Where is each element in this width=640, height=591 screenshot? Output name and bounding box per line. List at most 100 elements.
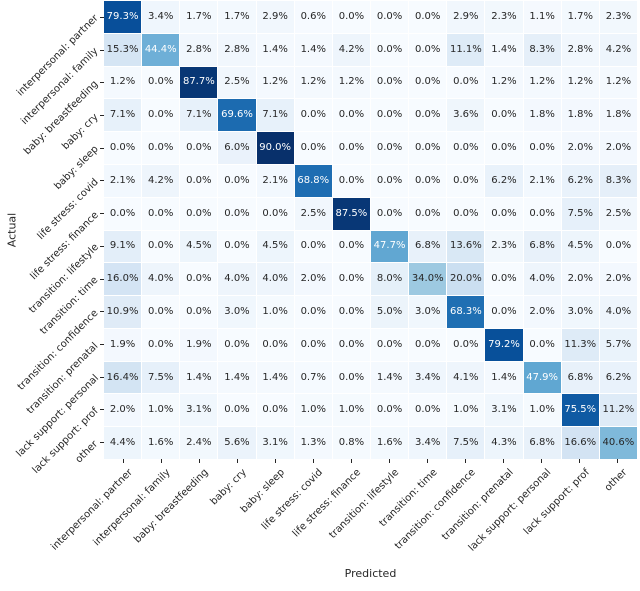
heatmap-cell: 87.5% <box>332 197 370 230</box>
heatmap-cell: 8.0% <box>370 263 409 296</box>
heatmap-cell: 8.3% <box>599 164 637 197</box>
x-tick <box>389 459 391 463</box>
heatmap-cell: 0.0% <box>104 132 142 164</box>
heatmap-cell: 2.8% <box>218 33 256 66</box>
heatmap-cell: 0.0% <box>447 328 485 361</box>
heatmap-cell: 0.0% <box>409 132 447 164</box>
y-tick <box>100 213 104 215</box>
heatmap-cell: 68.8% <box>294 164 332 197</box>
heatmap-cell: 44.4% <box>142 33 180 66</box>
heatmap-cell: 40.6% <box>599 427 637 459</box>
heatmap-cell: 4.3% <box>485 427 523 459</box>
heatmap-cell: 0.0% <box>142 328 180 361</box>
heatmap-cell: 16.0% <box>104 263 142 296</box>
heatmap-cell: 2.5% <box>294 197 332 230</box>
heatmap-cell: 3.0% <box>218 296 256 328</box>
heatmap-cell: 0.0% <box>332 361 370 394</box>
heatmap-cell: 1.8% <box>561 99 599 132</box>
y-tick <box>100 344 104 345</box>
y-tick-label: transition: time <box>38 274 101 337</box>
heatmap-cell: 7.5% <box>561 197 599 230</box>
heatmap-cell: 0.0% <box>332 99 370 132</box>
heatmap-cell: 0.0% <box>599 230 637 263</box>
heatmap-cell: 1.0% <box>256 296 294 328</box>
x-tick <box>236 459 238 463</box>
heatmap-cell: 0.0% <box>409 328 447 361</box>
heatmap-cell: 79.2% <box>485 328 523 361</box>
x-tick <box>465 459 467 463</box>
heatmap-cell: 16.6% <box>561 427 599 459</box>
heatmap-cell: 0.0% <box>485 263 523 296</box>
heatmap-cell: 4.0% <box>599 296 637 328</box>
heatmap-cell: 13.6% <box>447 230 485 263</box>
heatmap-cell: 0.0% <box>332 1 370 33</box>
x-tick-label: other <box>603 467 630 494</box>
heatmap-cell: 1.6% <box>370 427 409 459</box>
x-tick <box>541 459 543 463</box>
heatmap-cell: 4.0% <box>256 263 294 296</box>
heatmap-cell: 1.2% <box>256 66 294 99</box>
y-tick <box>100 180 104 182</box>
heatmap-cell: 2.3% <box>485 230 523 263</box>
heatmap-cell: 2.0% <box>104 394 142 427</box>
heatmap-cell: 1.9% <box>180 328 218 361</box>
heatmap-cell: 0.0% <box>218 394 256 427</box>
heatmap-cell: 0.0% <box>180 296 218 328</box>
x-tick-label: lack support: prof <box>521 467 592 538</box>
x-tick <box>274 459 276 463</box>
heatmap-cell: 20.0% <box>447 263 485 296</box>
heatmap-cell: 3.4% <box>409 361 447 394</box>
heatmap-cell: 4.0% <box>142 263 180 296</box>
heatmap-cell: 0.0% <box>409 394 447 427</box>
heatmap-cell: 0.0% <box>256 197 294 230</box>
heatmap-cell: 1.4% <box>256 361 294 394</box>
heatmap-cell: 0.0% <box>294 296 332 328</box>
heatmap-cell: 3.0% <box>409 296 447 328</box>
heatmap-cell: 0.0% <box>332 296 370 328</box>
heatmap-cell: 0.0% <box>142 99 180 132</box>
x-tick-label: transition: lifestyle <box>327 467 402 541</box>
heatmap-cell: 0.0% <box>409 197 447 230</box>
y-tick <box>100 49 104 51</box>
heatmap-cell: 0.0% <box>180 263 218 296</box>
heatmap-cell: 3.1% <box>180 394 218 427</box>
heatmap-cell: 2.1% <box>104 164 142 197</box>
heatmap-cell: 6.2% <box>485 164 523 197</box>
heatmap-cell: 68.3% <box>447 296 485 328</box>
heatmap-cell: 75.5% <box>561 394 599 427</box>
heatmap-cell: 0.0% <box>142 296 180 328</box>
heatmap-cell: 0.0% <box>523 197 561 230</box>
heatmap-cell: 2.0% <box>599 132 637 164</box>
heatmap-cell: 0.0% <box>180 197 218 230</box>
heatmap-cell: 0.0% <box>142 66 180 99</box>
heatmap-cell: 8.3% <box>523 33 561 66</box>
heatmap-cell: 4.4% <box>104 427 142 459</box>
heatmap-cell: 3.4% <box>142 1 180 33</box>
heatmap-cell: 3.6% <box>447 99 485 132</box>
heatmap-cell: 0.0% <box>294 328 332 361</box>
y-tick <box>100 82 104 84</box>
heatmap-cell: 1.7% <box>561 1 599 33</box>
heatmap-cell: 1.4% <box>485 33 523 66</box>
heatmap-cell: 6.2% <box>561 164 599 197</box>
x-tick <box>198 459 200 463</box>
heatmap-cell: 1.3% <box>294 427 332 459</box>
heatmap-cell: 2.9% <box>256 1 294 33</box>
heatmap-cell: 0.0% <box>256 328 294 361</box>
heatmap-cell: 0.0% <box>332 230 370 263</box>
x-tick-label: life stress: finance <box>290 467 364 540</box>
heatmap-cell: 0.0% <box>218 230 256 263</box>
x-tick-label: transition: prenatal <box>439 467 516 543</box>
heatmap-cell: 7.1% <box>256 99 294 132</box>
heatmap-cell: 90.0% <box>256 132 294 164</box>
heatmap-cell: 2.4% <box>180 427 218 459</box>
heatmap-cell: 6.8% <box>523 427 561 459</box>
heatmap-cell: 7.5% <box>447 427 485 459</box>
heatmap-cell: 2.3% <box>599 1 637 33</box>
heatmap-cell: 0.0% <box>447 132 485 164</box>
heatmap-cell: 4.0% <box>523 263 561 296</box>
heatmap-cell: 1.2% <box>332 66 370 99</box>
heatmap-cell: 1.0% <box>523 394 561 427</box>
heatmap-cell: 0.0% <box>332 263 370 296</box>
